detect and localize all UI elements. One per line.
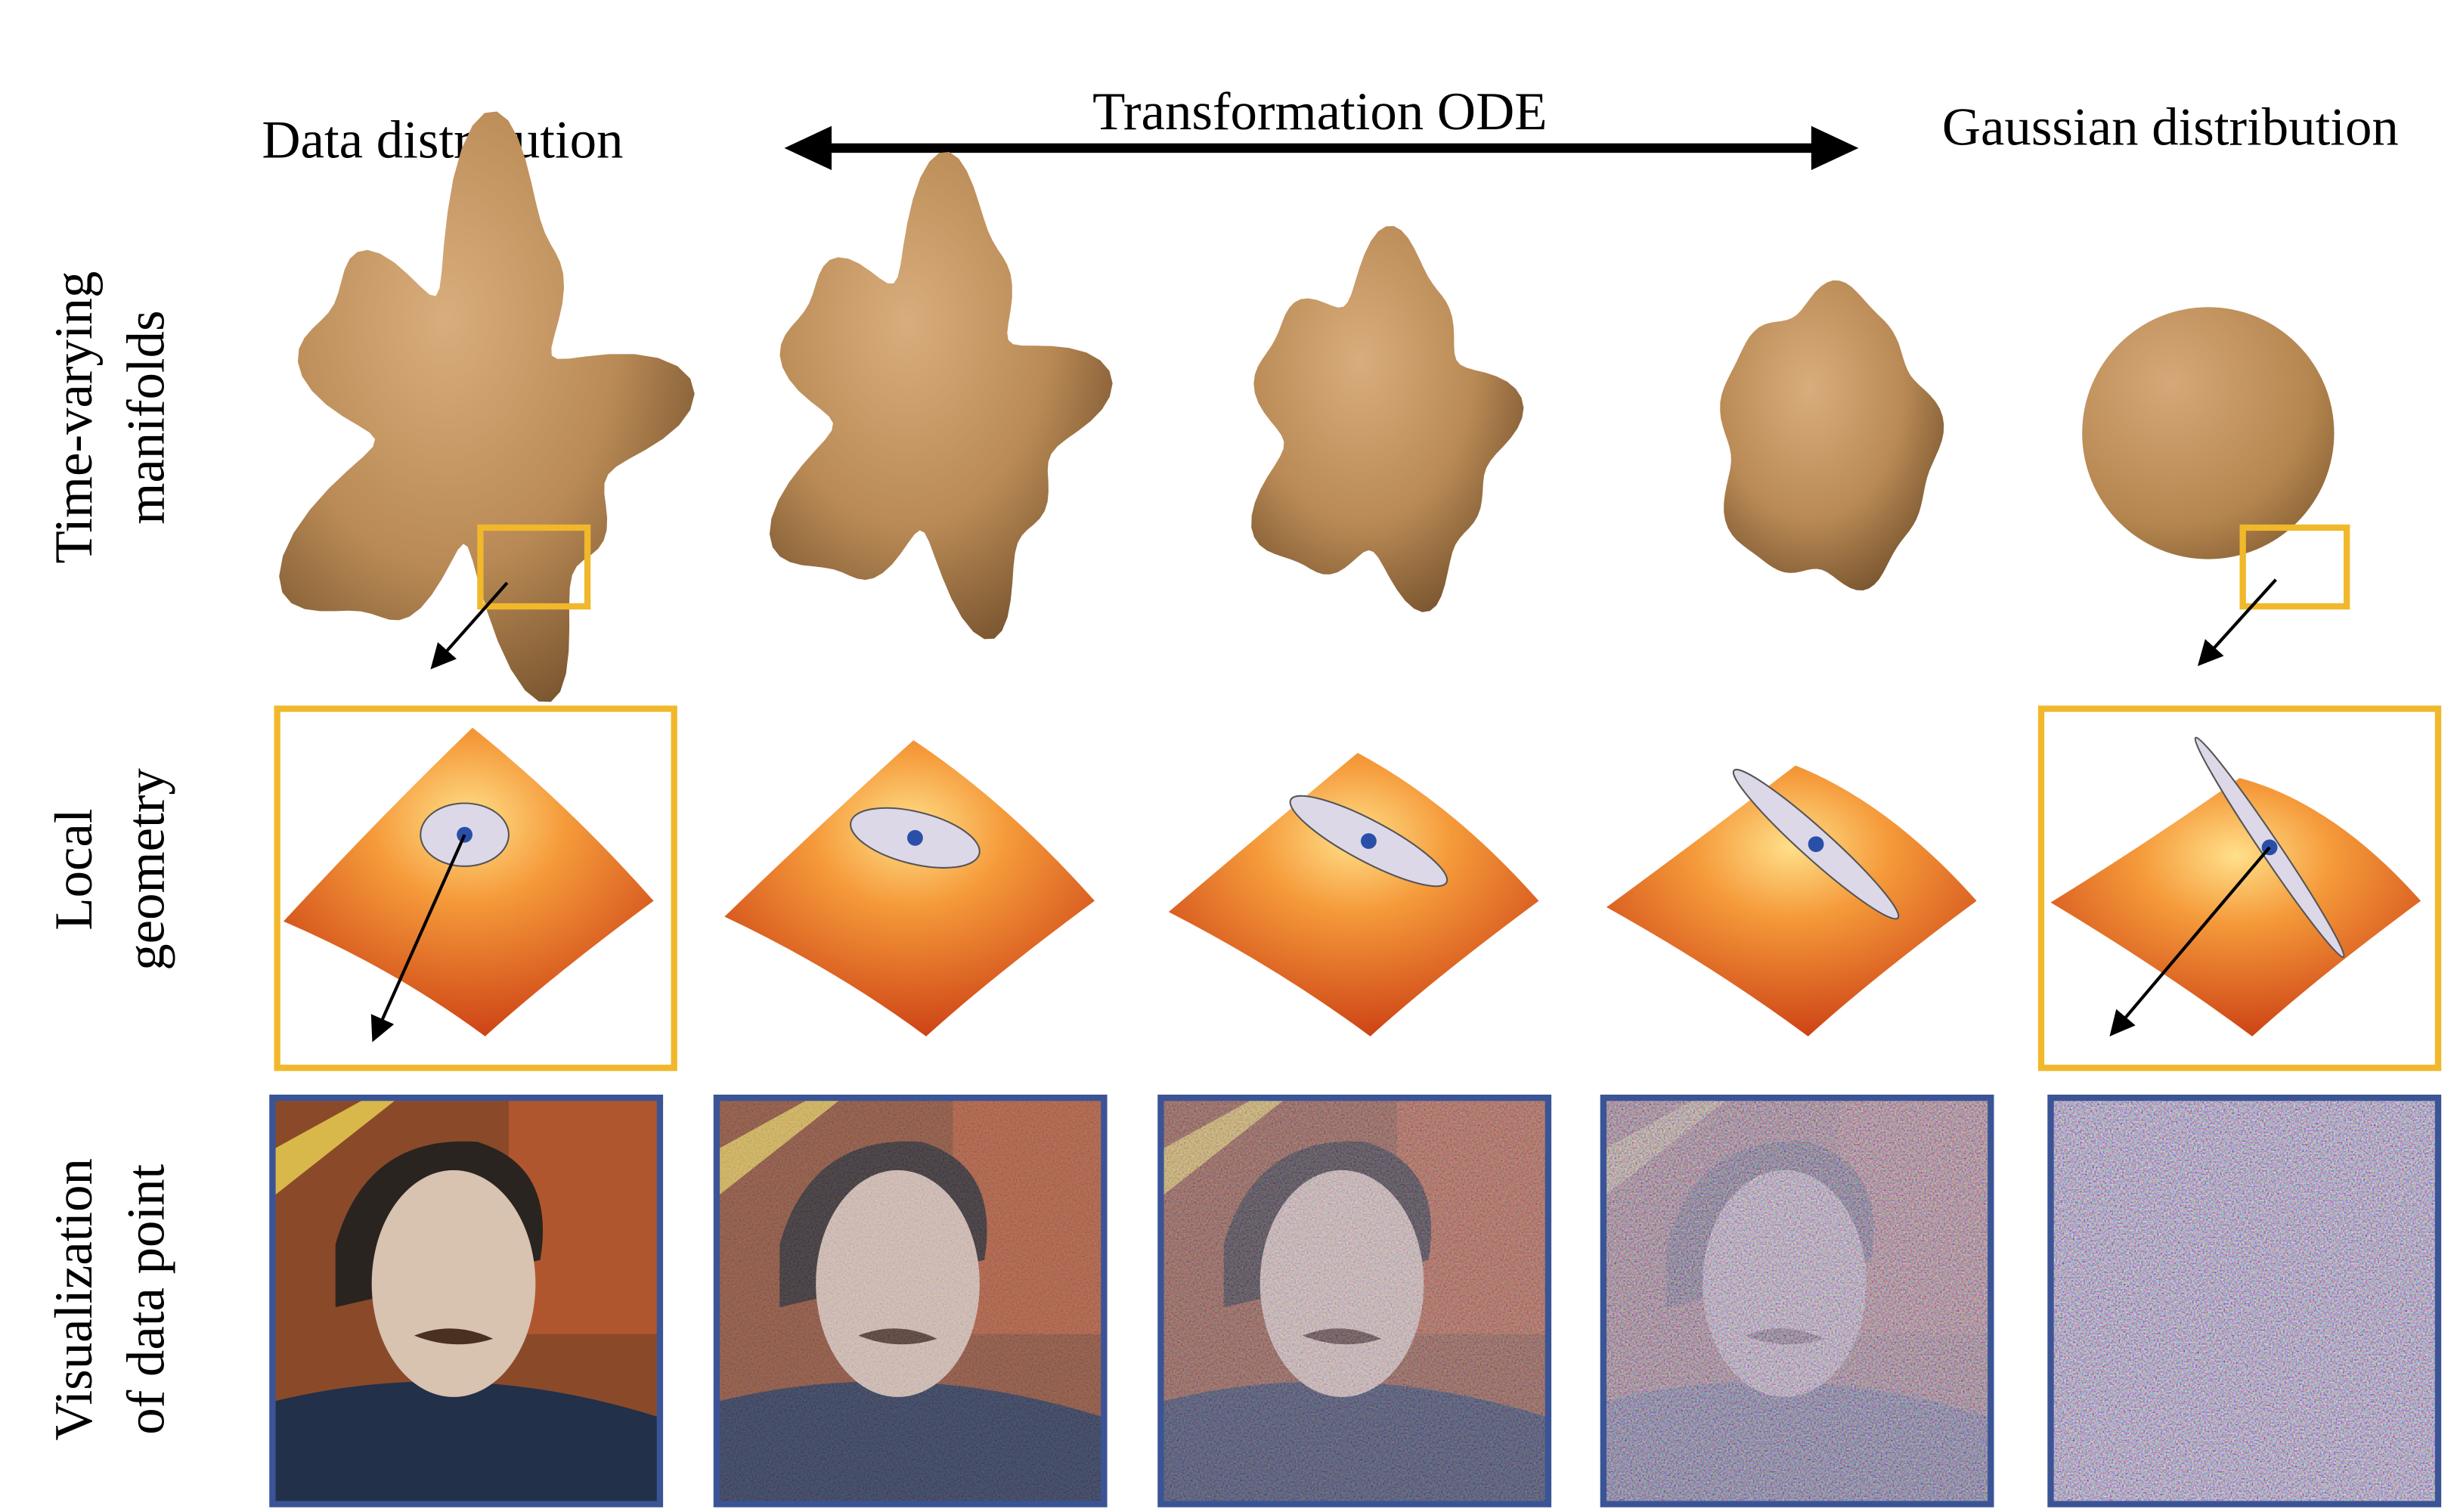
header-left: Data distribution xyxy=(262,110,623,169)
data-point xyxy=(907,829,923,846)
zoom-arrow xyxy=(2197,578,2277,667)
row-label: Local xyxy=(45,808,104,930)
geometry-frame xyxy=(2037,705,2442,1071)
vector-arrow xyxy=(2109,846,2271,1036)
row-label: geometry xyxy=(117,768,176,971)
zoom-box xyxy=(2239,524,2350,610)
local-surface xyxy=(284,727,654,1036)
geometry-frame xyxy=(274,705,677,1071)
row-label: manifolds xyxy=(117,310,176,524)
portrait-frame xyxy=(713,1094,1108,1507)
ode-arrow xyxy=(784,125,1859,170)
header-middle: Transformation ODE xyxy=(1092,82,1547,141)
local-surface xyxy=(1606,765,1977,1036)
manifold xyxy=(1720,280,1944,591)
portrait-stripe xyxy=(272,1098,399,1198)
manifold xyxy=(279,111,695,702)
vector-arrow xyxy=(370,834,466,1043)
zoom-box xyxy=(477,524,591,610)
row-label: Visualization xyxy=(45,1158,104,1440)
zoom-arrow xyxy=(430,581,509,670)
portrait-face xyxy=(371,1170,536,1397)
data-point xyxy=(1361,833,1377,849)
noise-layer xyxy=(1603,1098,1991,1504)
noise-layer xyxy=(2050,1098,2438,1504)
portrait-frame xyxy=(269,1094,664,1507)
row-label: Time-varying xyxy=(45,271,104,564)
header-right: Gaussian distribution xyxy=(1942,98,2399,157)
portrait-body xyxy=(272,1381,660,1504)
row-label: of data point xyxy=(117,1163,176,1434)
noise-layer xyxy=(1160,1098,1548,1504)
manifold xyxy=(769,152,1113,640)
local-surface xyxy=(2050,778,2421,1036)
local-surface xyxy=(1168,752,1539,1036)
data-point xyxy=(1808,836,1824,853)
portrait-panel xyxy=(269,1094,664,1507)
local-surface xyxy=(724,740,1095,1036)
portrait-panel xyxy=(1600,1094,1994,1507)
portrait-panel xyxy=(1157,1094,1552,1507)
portrait-panel xyxy=(713,1094,1108,1507)
portrait-frame xyxy=(2047,1094,2442,1507)
portrait-mustache xyxy=(414,1328,494,1345)
noise-layer xyxy=(716,1098,1105,1504)
manifold xyxy=(1251,225,1524,612)
gaussian-sphere xyxy=(2082,307,2335,559)
portrait-frame xyxy=(1600,1094,1994,1507)
portrait-panel xyxy=(2047,1094,2442,1507)
portrait-frame xyxy=(1157,1094,1552,1507)
